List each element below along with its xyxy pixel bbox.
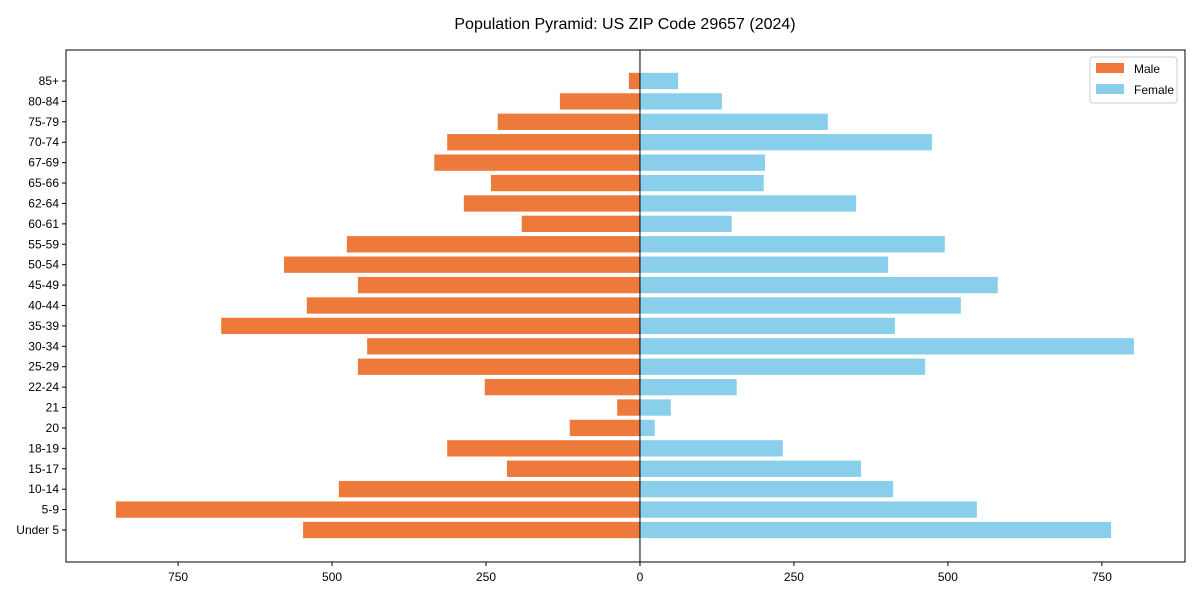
- bar-male-62-64: [463, 195, 640, 212]
- y-tick-label: 67-69: [28, 156, 59, 170]
- y-tick-label: 40-44: [28, 299, 59, 313]
- bar-female-75-79: [639, 113, 828, 130]
- bar-female-20: [639, 419, 655, 437]
- bar-male-22-24: [484, 378, 640, 396]
- y-tick-label: 85+: [39, 74, 59, 88]
- y-tick-label: 10-14: [28, 482, 59, 496]
- x-tick-label: 250: [476, 570, 496, 584]
- bar-male-35-39: [221, 317, 640, 335]
- bar-male-18-19: [447, 440, 640, 457]
- bar-female-80-84: [639, 93, 722, 110]
- legend-swatch-male: [1096, 63, 1124, 73]
- legend-swatch-female: [1096, 84, 1124, 94]
- bar-male-21: [617, 399, 640, 416]
- bar-male-85+: [628, 72, 640, 90]
- bar-female-62-64: [639, 195, 857, 212]
- bar-female-65-66: [639, 174, 764, 192]
- bar-male-60-61: [521, 215, 640, 233]
- bar-female-30-34: [639, 338, 1134, 355]
- x-tick-label: 500: [938, 570, 958, 584]
- bar-female-35-39: [639, 317, 895, 335]
- y-tick-label: 55-59: [28, 237, 59, 251]
- y-tick-label: 75-79: [28, 115, 59, 129]
- y-tick-label: 30-34: [28, 339, 59, 353]
- bar-female-85+: [639, 72, 679, 90]
- x-tick-label: 750: [1092, 570, 1112, 584]
- plot-frame: [65, 49, 1186, 563]
- bar-female-55-59: [639, 236, 945, 253]
- bar-female-18-19: [639, 440, 783, 457]
- legend: Male Female: [1089, 56, 1178, 104]
- bar-female-25-29: [639, 358, 926, 375]
- bar-male-15-17: [506, 460, 640, 477]
- bar-male-10-14: [338, 481, 640, 498]
- y-tick-label: 25-29: [28, 360, 59, 374]
- bar-male-65-66: [490, 174, 640, 192]
- bar-male-75-79: [497, 113, 640, 130]
- bar-female-5-9: [639, 501, 977, 518]
- y-tick-label: 18-19: [28, 441, 59, 455]
- bar-female-70-74: [639, 134, 932, 151]
- y-tick-label: 70-74: [28, 135, 59, 149]
- y-tick-label: 20: [46, 421, 60, 435]
- bar-male-25-29: [357, 358, 640, 375]
- y-tick-label: 62-64: [28, 196, 59, 210]
- y-tick-label: 22-24: [28, 380, 59, 394]
- chart-title: Population Pyramid: US ZIP Code 29657 (2…: [454, 16, 795, 33]
- bar-male-30-34: [367, 338, 640, 355]
- bar-female-15-17: [639, 460, 862, 477]
- y-tick-label: 60-61: [28, 217, 59, 231]
- bar-female-60-61: [639, 215, 732, 233]
- bar-male-50-54: [284, 256, 640, 273]
- bar-male-45-49: [357, 276, 640, 294]
- bar-male-Under 5: [303, 521, 640, 539]
- bar-male-20: [569, 419, 640, 437]
- y-tick-label: 45-49: [28, 278, 59, 292]
- bar-male-5-9: [115, 501, 640, 518]
- bar-male-40-44: [306, 297, 640, 314]
- y-tick-label: 21: [46, 401, 60, 415]
- bar-female-Under 5: [639, 521, 1112, 539]
- y-tick-label: 5-9: [42, 503, 60, 517]
- bar-male-80-84: [559, 93, 640, 110]
- y-tick-label: 35-39: [28, 319, 59, 333]
- bar-female-22-24: [639, 378, 737, 396]
- bar-female-45-49: [639, 276, 998, 294]
- bar-male-67-69: [434, 154, 640, 171]
- bar-female-50-54: [639, 256, 889, 273]
- bar-male-55-59: [346, 236, 640, 253]
- bar-female-10-14: [639, 481, 894, 498]
- legend-label-female: Female: [1134, 83, 1174, 97]
- x-tick-label: 250: [784, 570, 804, 584]
- y-tick-label: Under 5: [16, 523, 59, 537]
- y-tick-label: 65-66: [28, 176, 59, 190]
- y-tick-label: 50-54: [28, 258, 59, 272]
- y-tick-label: 15-17: [28, 462, 59, 476]
- legend-label-male: Male: [1134, 62, 1160, 76]
- bar-female-21: [639, 399, 671, 416]
- x-tick-label: 500: [322, 570, 342, 584]
- bar-female-40-44: [639, 297, 961, 314]
- x-tick-label: 0: [637, 570, 644, 584]
- x-tick-label: 750: [168, 570, 188, 584]
- y-tick-label: 80-84: [28, 94, 59, 108]
- bar-female-67-69: [639, 154, 765, 171]
- bar-male-70-74: [447, 134, 640, 151]
